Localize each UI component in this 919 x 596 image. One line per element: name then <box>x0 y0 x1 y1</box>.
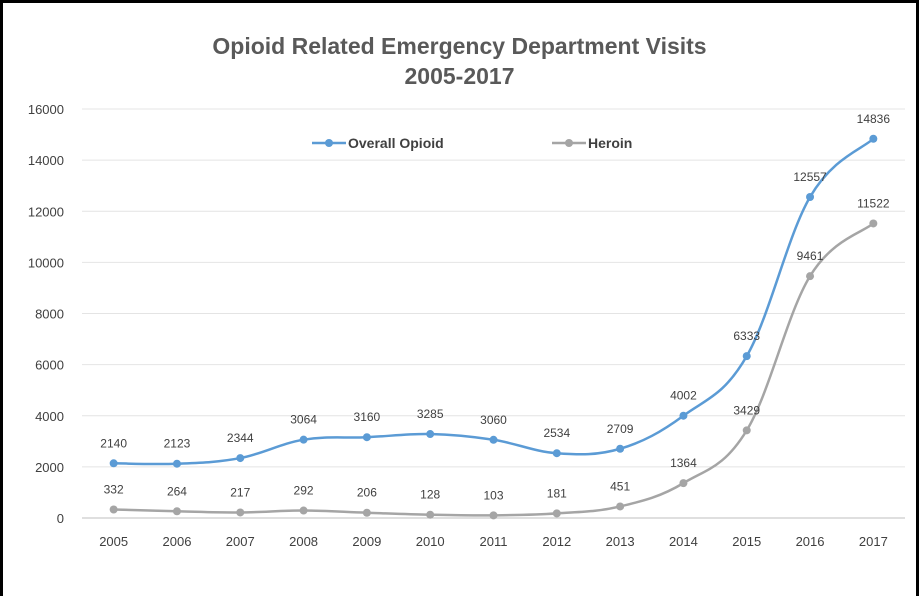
y-tick-label: 6000 <box>35 358 64 373</box>
data-label: 4002 <box>670 389 697 403</box>
x-tick-label: 2007 <box>226 534 255 549</box>
y-tick-label: 12000 <box>28 204 64 219</box>
data-label: 2123 <box>164 437 191 451</box>
y-tick-label: 16000 <box>28 102 64 117</box>
data-point <box>806 272 815 281</box>
x-tick-label: 2010 <box>416 534 445 549</box>
legend-marker <box>565 139 573 147</box>
data-label: 6333 <box>733 329 760 343</box>
data-point <box>236 454 245 463</box>
legend-entry: Heroin <box>588 135 632 151</box>
data-point <box>552 449 561 458</box>
data-label: 3064 <box>290 413 317 427</box>
data-label: 181 <box>547 486 567 500</box>
data-label: 451 <box>610 479 630 493</box>
data-label: 2344 <box>227 431 254 445</box>
data-point <box>426 430 435 439</box>
data-point <box>679 479 688 488</box>
x-tick-label: 2017 <box>859 534 888 549</box>
x-tick-label: 2008 <box>289 534 318 549</box>
y-tick-label: 2000 <box>35 460 64 475</box>
chart-subtitle: 2005-2017 <box>404 63 515 89</box>
x-tick-label: 2011 <box>480 534 508 549</box>
data-point <box>869 134 878 143</box>
legend-marker <box>325 139 333 147</box>
data-label: 217 <box>230 485 250 499</box>
legend-entry: Overall Opioid <box>348 135 444 151</box>
data-label: 12557 <box>793 170 827 184</box>
data-point <box>426 510 435 519</box>
data-point <box>362 433 371 442</box>
data-point <box>299 435 308 444</box>
data-label: 2534 <box>543 426 570 440</box>
x-tick-label: 2015 <box>732 534 761 549</box>
data-point <box>236 508 245 517</box>
x-tick-label: 2013 <box>606 534 635 549</box>
data-label: 103 <box>483 488 503 502</box>
data-point <box>362 508 371 517</box>
y-tick-label: 0 <box>57 511 64 526</box>
data-label: 332 <box>104 483 124 497</box>
data-label: 206 <box>357 486 377 500</box>
data-point <box>806 193 815 202</box>
data-label: 3160 <box>354 410 381 424</box>
data-label: 3285 <box>417 407 444 421</box>
data-label: 1364 <box>670 456 697 470</box>
data-label: 292 <box>294 484 314 498</box>
data-point <box>489 435 498 444</box>
data-point <box>869 219 878 228</box>
data-label: 9461 <box>797 249 824 263</box>
data-label: 3060 <box>480 413 507 427</box>
x-tick-label: 2009 <box>352 534 381 549</box>
y-tick-label: 10000 <box>28 255 64 270</box>
x-tick-label: 2014 <box>669 534 698 549</box>
data-label: 14836 <box>857 112 891 126</box>
series-line-heroin <box>113 222 875 517</box>
x-tick-label: 2005 <box>99 534 128 549</box>
data-point <box>742 352 751 361</box>
data-label: 2709 <box>607 422 634 436</box>
data-point <box>109 459 118 468</box>
y-tick-label: 4000 <box>35 409 64 424</box>
data-point <box>489 511 498 520</box>
y-tick-label: 14000 <box>28 153 64 168</box>
chart-title: Opioid Related Emergency Department Visi… <box>212 33 707 59</box>
data-point <box>172 507 181 516</box>
data-label: 264 <box>167 484 187 498</box>
data-label: 3429 <box>733 403 760 417</box>
x-tick-label: 2016 <box>796 534 825 549</box>
y-tick-label: 8000 <box>35 307 64 322</box>
data-point <box>616 444 625 453</box>
data-point <box>616 502 625 511</box>
data-point <box>299 506 308 515</box>
series-line-overall-opioid <box>113 137 875 466</box>
data-point <box>679 411 688 420</box>
x-tick-label: 2006 <box>163 534 192 549</box>
data-label: 2140 <box>100 436 127 450</box>
data-point <box>742 426 751 435</box>
data-point <box>109 505 118 514</box>
data-label: 128 <box>420 488 440 502</box>
data-label: 11522 <box>857 196 890 210</box>
data-point <box>172 459 181 468</box>
x-tick-label: 2012 <box>542 534 571 549</box>
data-point <box>552 509 561 518</box>
